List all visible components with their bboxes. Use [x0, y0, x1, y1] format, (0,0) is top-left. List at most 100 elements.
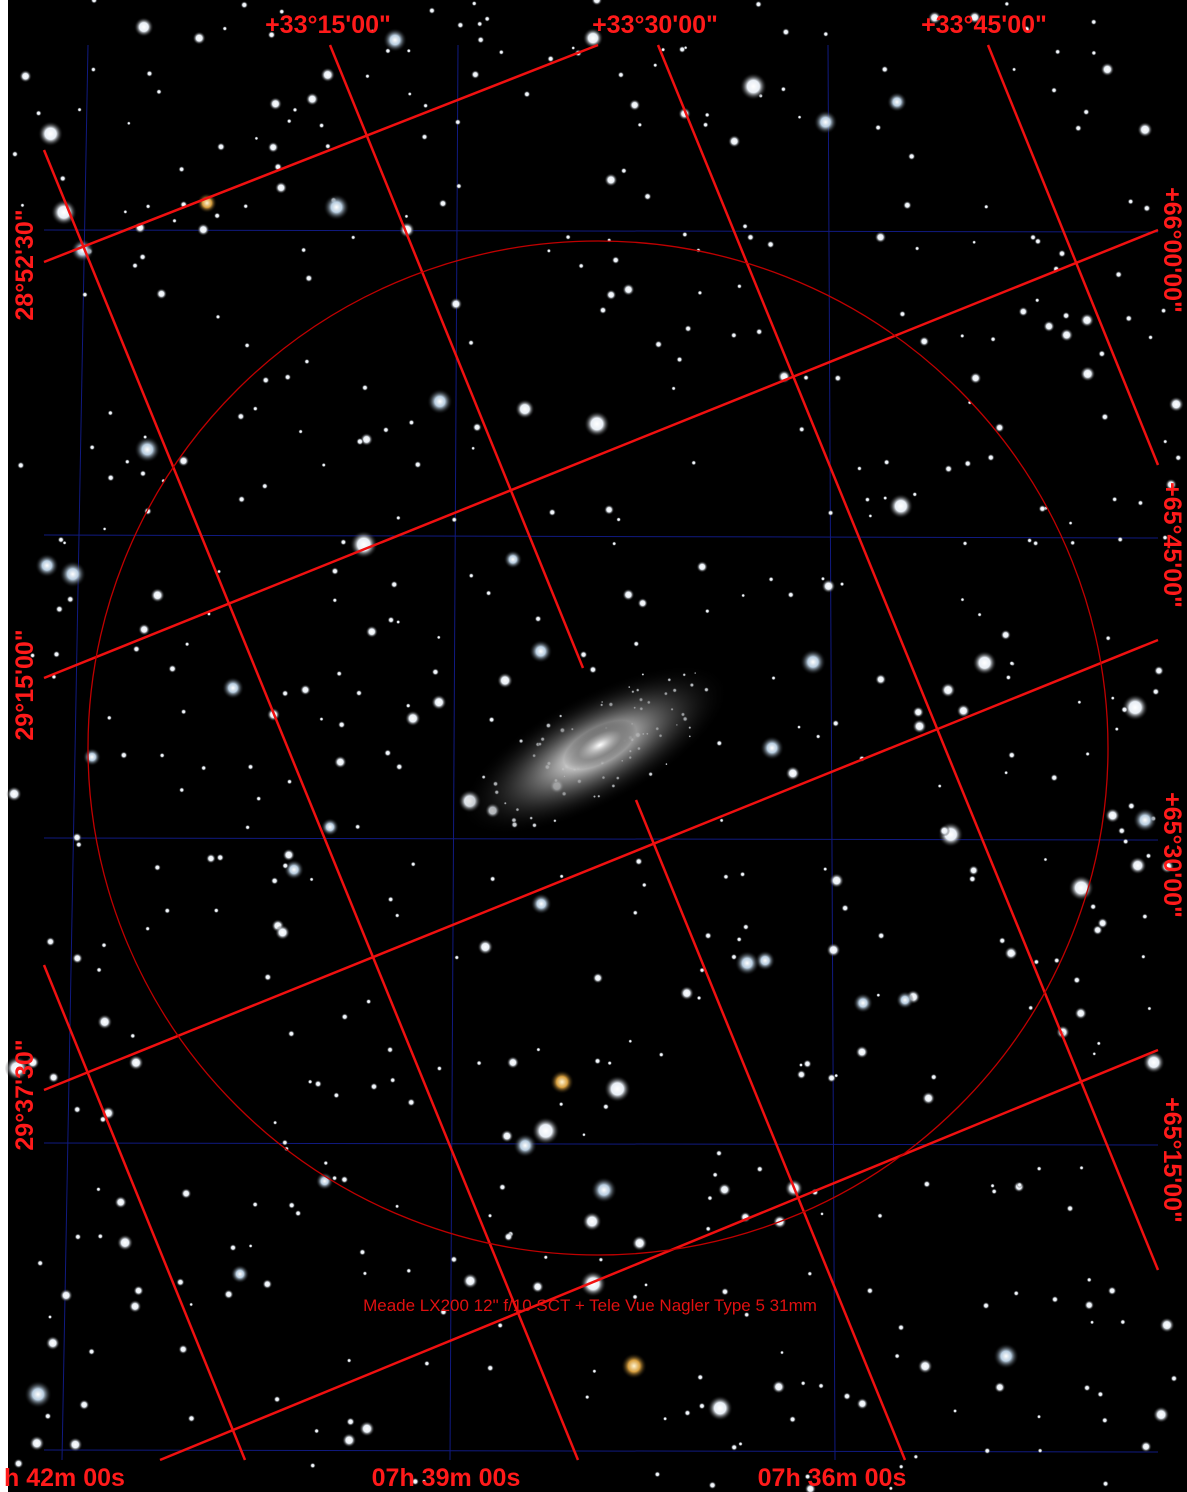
star	[796, 725, 802, 730]
star	[1026, 537, 1033, 544]
star	[17, 461, 25, 470]
star	[1036, 1414, 1042, 1419]
star	[1000, 629, 1011, 641]
star	[304, 274, 313, 283]
star	[171, 218, 177, 224]
star	[298, 429, 304, 434]
star	[467, 339, 475, 346]
star	[1074, 1006, 1088, 1020]
star	[1089, 1320, 1095, 1325]
star	[37, 121, 64, 147]
star	[369, 28, 375, 34]
star	[498, 49, 505, 55]
star	[938, 825, 951, 837]
star	[1062, 311, 1070, 320]
star	[281, 862, 289, 870]
star	[116, 1234, 134, 1251]
star	[736, 936, 743, 943]
star	[267, 141, 279, 153]
star	[800, 1380, 806, 1386]
star	[1114, 270, 1123, 279]
star	[990, 336, 997, 343]
star	[821, 579, 836, 594]
star	[1168, 396, 1185, 413]
star	[106, 474, 115, 482]
star	[888, 1486, 894, 1491]
star	[660, 47, 666, 53]
star	[156, 88, 162, 95]
star	[1074, 124, 1082, 132]
star	[120, 751, 128, 759]
star	[126, 121, 131, 126]
star	[454, 954, 460, 961]
star	[213, 907, 220, 914]
star	[134, 436, 161, 463]
star	[506, 1056, 520, 1069]
star	[876, 992, 881, 998]
star	[451, 516, 458, 523]
star	[719, 818, 724, 823]
star	[281, 689, 289, 697]
star	[715, 1149, 723, 1157]
star	[1153, 665, 1164, 676]
star	[216, 853, 225, 862]
star	[428, 7, 436, 15]
star	[331, 567, 339, 576]
star	[940, 682, 956, 698]
star	[386, 1046, 394, 1054]
star	[313, 1428, 320, 1434]
star	[436, 635, 441, 640]
alt-az-grid	[42, 43, 1160, 1462]
star	[52, 650, 61, 658]
top-label: +33°30'00"	[592, 11, 718, 39]
star	[875, 673, 887, 686]
star	[47, 1071, 60, 1084]
star	[114, 1195, 128, 1209]
star	[267, 30, 276, 39]
star	[101, 942, 107, 949]
star	[983, 1447, 991, 1455]
star	[155, 288, 168, 300]
star	[205, 853, 216, 864]
star	[1011, 67, 1017, 72]
star	[323, 1160, 329, 1166]
star	[395, 515, 401, 521]
star	[261, 376, 270, 384]
star	[132, 645, 141, 653]
star	[395, 763, 403, 771]
star	[20, 202, 25, 208]
star	[1058, 249, 1066, 258]
star	[780, 86, 787, 93]
star	[414, 460, 422, 469]
star	[1043, 320, 1055, 333]
star	[697, 290, 703, 296]
star	[704, 932, 712, 940]
star	[531, 1280, 544, 1294]
star	[1008, 751, 1016, 759]
star	[314, 1080, 322, 1088]
star	[359, 1420, 375, 1437]
star	[341, 1013, 349, 1021]
star	[603, 1075, 631, 1103]
star	[436, 1065, 443, 1072]
star	[294, 1209, 302, 1217]
right-label: +65°45'00"	[1158, 482, 1186, 608]
star	[592, 972, 604, 984]
bottom-label: h 42m 00s	[4, 1464, 125, 1492]
star	[739, 871, 746, 878]
star	[332, 597, 338, 603]
star	[993, 1343, 1019, 1369]
star	[150, 587, 165, 603]
star	[1079, 1165, 1084, 1171]
star	[215, 314, 221, 320]
star	[131, 262, 139, 269]
star	[882, 495, 888, 501]
star	[768, 576, 774, 583]
star	[1140, 1440, 1152, 1453]
star	[832, 719, 840, 727]
star	[1137, 499, 1144, 506]
star	[263, 973, 272, 982]
star	[346, 1417, 355, 1427]
star	[498, 1183, 507, 1191]
star	[927, 11, 942, 25]
